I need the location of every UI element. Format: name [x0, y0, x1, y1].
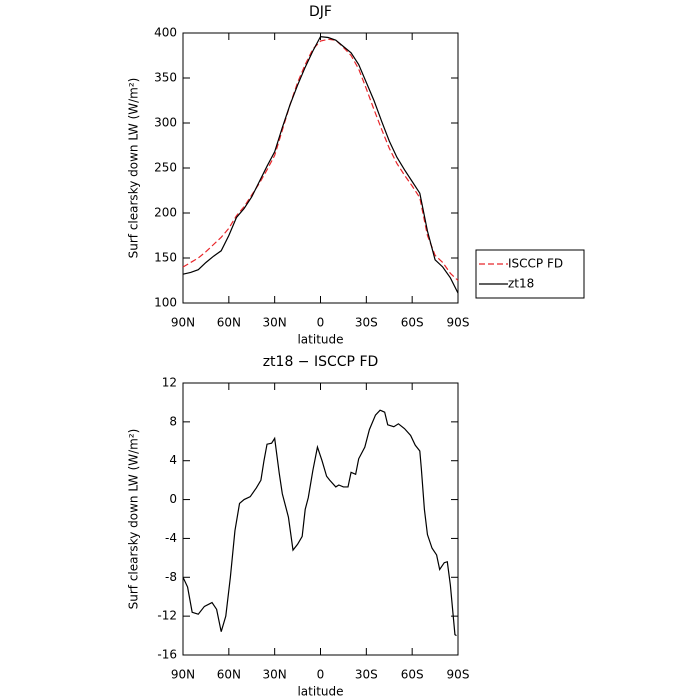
- y-tick-label: 300: [154, 116, 177, 130]
- x-axis-label: latitude: [297, 685, 343, 699]
- x-tick-label: 60N: [217, 668, 241, 682]
- x-tick-label: 60S: [401, 316, 424, 330]
- x-tick-label: 30N: [263, 668, 287, 682]
- x-tick-label: 0: [317, 668, 325, 682]
- x-tick-label: 60S: [401, 668, 424, 682]
- x-tick-label: 30N: [263, 316, 287, 330]
- y-tick-label: 200: [154, 206, 177, 220]
- x-tick-label: 90N: [171, 316, 195, 330]
- x-tick-label: 0: [317, 316, 325, 330]
- x-axis-label: latitude: [297, 333, 343, 347]
- legend-label: zt18: [508, 277, 534, 291]
- x-tick-label: 90N: [171, 668, 195, 682]
- data-line: [182, 38, 459, 281]
- legend-label: ISCCP FD: [508, 257, 563, 271]
- y-tick-label: -16: [157, 648, 177, 662]
- x-tick-label: 60N: [217, 316, 241, 330]
- y-tick-label: 0: [169, 492, 177, 506]
- y-tick-label: -8: [165, 570, 177, 584]
- data-line: [182, 409, 457, 637]
- plot-frame: [182, 32, 459, 304]
- y-tick-label: 8: [169, 414, 177, 428]
- y-tick-label: 100: [154, 296, 177, 310]
- y-axis-label: Surf clearsky down LW (W/m²): [127, 429, 141, 610]
- y-tick-label: 4: [169, 453, 177, 467]
- x-tick-label: 30S: [355, 316, 378, 330]
- chart-title: DJF: [309, 4, 332, 20]
- y-tick-label: 400: [154, 26, 177, 40]
- y-tick-label: 12: [162, 376, 177, 390]
- chart-title: zt18 − ISCCP FD: [263, 354, 379, 370]
- y-tick-label: 250: [154, 161, 177, 175]
- y-axis-label: Surf clearsky down LW (W/m²): [127, 78, 141, 259]
- x-tick-label: 90S: [447, 316, 470, 330]
- plot-frame: [182, 382, 459, 656]
- y-tick-label: 150: [154, 251, 177, 265]
- legend-box: [475, 249, 585, 299]
- y-tick-label: -4: [165, 531, 177, 545]
- x-tick-label: 90S: [447, 668, 470, 682]
- y-tick-label: 350: [154, 71, 177, 85]
- x-tick-label: 30S: [355, 668, 378, 682]
- data-line: [182, 35, 459, 294]
- y-tick-label: -12: [157, 609, 177, 623]
